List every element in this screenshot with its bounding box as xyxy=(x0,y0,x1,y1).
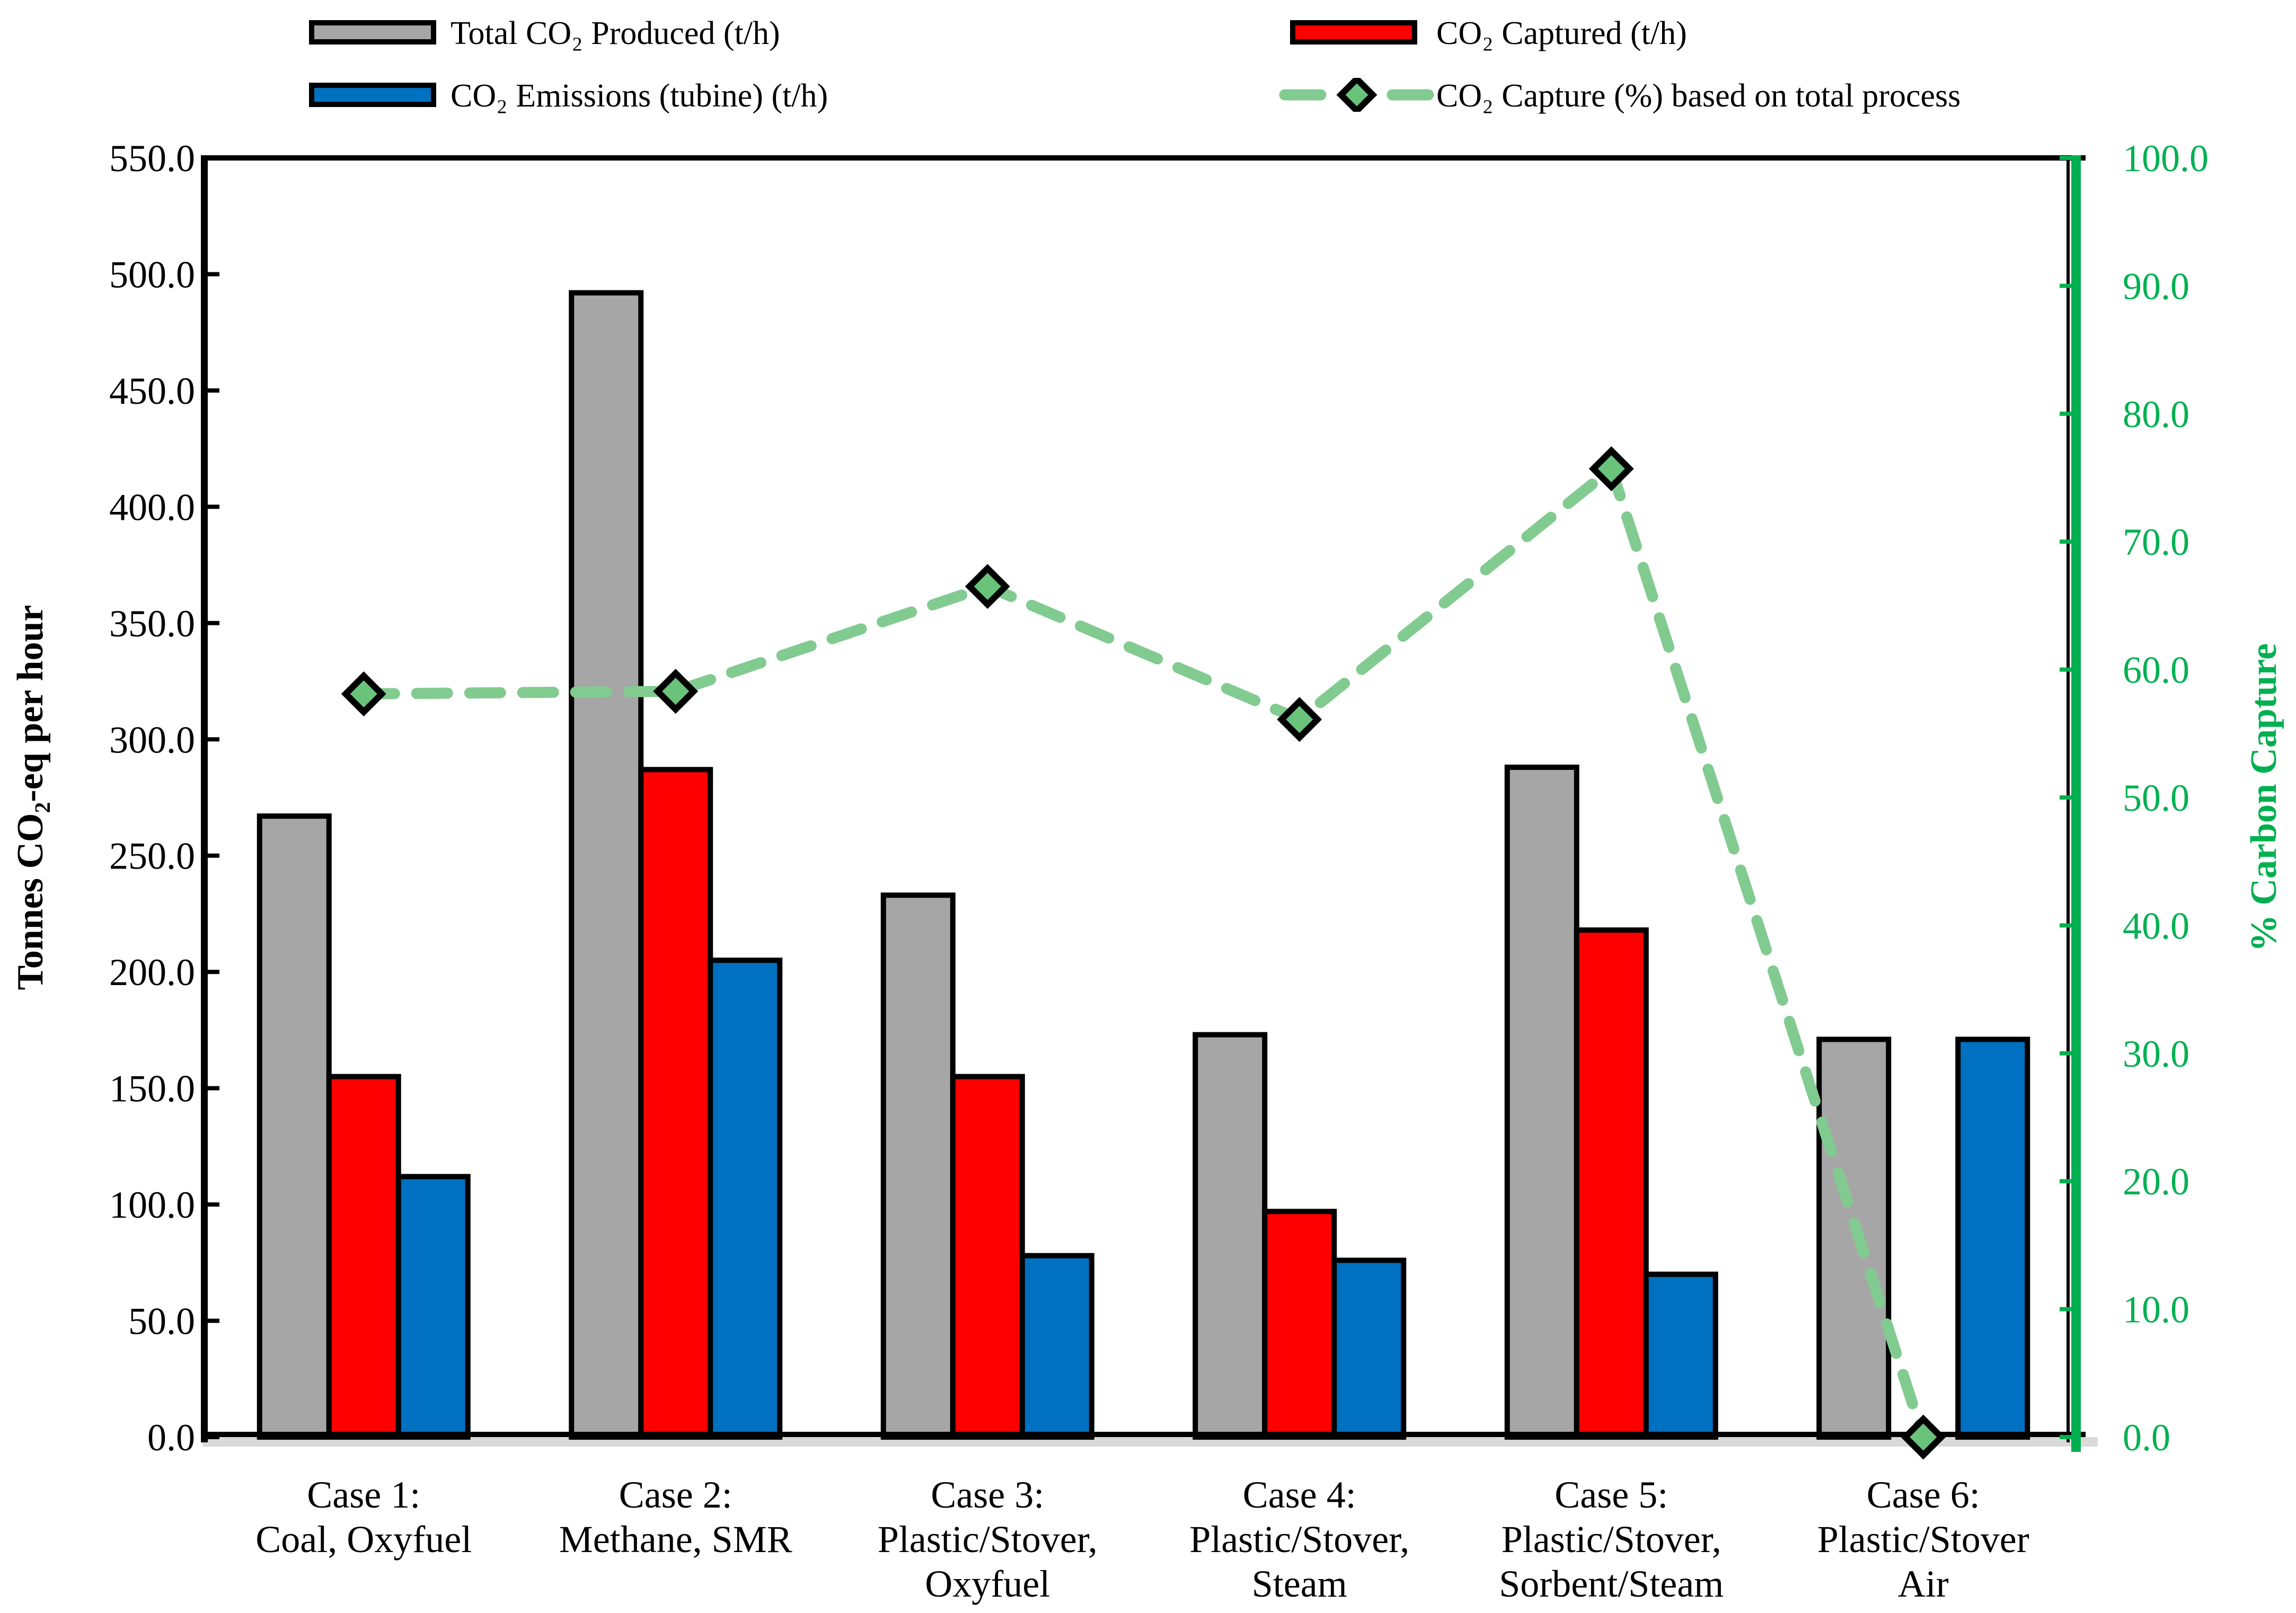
right-axis-tick-label: 80.0 xyxy=(2123,393,2189,436)
capture-percent-line xyxy=(358,459,1929,1443)
right-axis-tick xyxy=(2060,156,2071,160)
right-axis-tick xyxy=(2060,411,2071,416)
right-axis-tick xyxy=(2060,1051,2071,1056)
bar xyxy=(1574,927,1649,1440)
left-axis-tick-label: 300.0 xyxy=(109,719,195,761)
bar xyxy=(880,892,956,1440)
left-axis-tick xyxy=(208,1086,219,1091)
left-axis-tick-label: 200.0 xyxy=(109,951,195,994)
right-axis-tick-label: 20.0 xyxy=(2123,1160,2189,1203)
legend-swatch-emissions xyxy=(309,83,436,107)
x-category-label: Case 6: Plastic/Stover Air xyxy=(1817,1474,2029,1605)
right-axis-tick xyxy=(2060,1435,2071,1439)
right-axis-tick-label: 30.0 xyxy=(2123,1033,2189,1075)
left-axis-tick-label: 250.0 xyxy=(109,835,195,878)
right-axis-tick-label: 40.0 xyxy=(2123,905,2189,947)
right-axis-line xyxy=(2071,155,2081,1452)
right-axis-tick xyxy=(2060,1307,2071,1311)
left-axis-tick xyxy=(208,621,219,625)
bar xyxy=(1193,1032,1268,1440)
left-axis-tick-label: 500.0 xyxy=(109,253,195,296)
legend-label-total: Total CO₂ Produced (t/h) xyxy=(451,15,780,51)
bar xyxy=(1504,764,1579,1440)
capture-percent-marker xyxy=(653,669,699,714)
left-axis-tick xyxy=(208,1435,219,1439)
right-axis-tick-label: 50.0 xyxy=(2123,777,2189,819)
x-axis-shadow xyxy=(202,1437,2098,1447)
left-axis-tick xyxy=(208,1318,219,1323)
left-axis-tick-label: 400.0 xyxy=(109,486,195,528)
legend-swatch-captured xyxy=(1290,20,1417,45)
bottom-axis-line xyxy=(201,1432,2086,1437)
capture-percent-marker xyxy=(341,671,386,716)
x-category-label: Case 2: Methane, SMR xyxy=(559,1474,792,1561)
right-axis-tick xyxy=(2060,1179,2071,1184)
bar xyxy=(257,813,332,1440)
bar xyxy=(708,958,783,1440)
legend-label-capture-pct: CO₂ Capture (%) based on total process xyxy=(1436,78,1961,114)
right-axis-tick-label: 100.0 xyxy=(2123,137,2209,180)
left-axis-tick-label: 0.0 xyxy=(147,1416,195,1459)
left-axis-tick xyxy=(208,1202,219,1207)
left-axis-tick xyxy=(208,970,219,974)
top-axis-line xyxy=(201,155,2086,161)
right-axis-tick xyxy=(2060,283,2071,288)
left-axis-tick-label: 150.0 xyxy=(109,1068,195,1110)
left-axis-tick-label: 350.0 xyxy=(109,602,195,645)
bar xyxy=(1955,1036,2030,1440)
bar xyxy=(326,1074,401,1440)
bar xyxy=(950,1074,1025,1440)
x-category-label: Case 4: Plastic/Stover, Steam xyxy=(1189,1474,1409,1605)
right-axis-tick-label: 70.0 xyxy=(2123,521,2189,563)
left-axis-tick xyxy=(208,504,219,509)
bar xyxy=(1262,1209,1337,1440)
right-axis-tick xyxy=(2060,539,2071,544)
bar xyxy=(1643,1271,1718,1440)
capture-percent-marker xyxy=(965,564,1010,609)
left-axis-tick-label: 50.0 xyxy=(128,1300,195,1343)
legend-label-emissions: CO₂ Emissions (tubine) (t/h) xyxy=(451,78,828,114)
capture-percent-marker xyxy=(1901,1414,1946,1460)
x-category-label: Case 3: Plastic/Stover, Oxyfuel xyxy=(878,1474,1098,1605)
right-axis-tick-label: 60.0 xyxy=(2123,649,2189,692)
legend-swatch-total xyxy=(309,20,436,45)
right-axis-tick xyxy=(2060,923,2071,928)
left-axis-tick-label: 550.0 xyxy=(109,137,195,180)
bar xyxy=(395,1174,471,1440)
legend-label-captured: CO₂ Captured (t/h) xyxy=(1436,15,1687,51)
left-axis-line xyxy=(201,155,208,1442)
x-category-label: Case 1: Coal, Oxyfuel xyxy=(255,1474,472,1561)
left-axis-tick xyxy=(208,853,219,858)
left-axis-tick xyxy=(208,388,219,393)
x-category-label: Case 5: Plastic/Stover, Sorbent/Steam xyxy=(1499,1474,1724,1605)
bar xyxy=(569,290,644,1440)
bar xyxy=(1019,1253,1094,1440)
left-axis-tick-label: 100.0 xyxy=(109,1184,195,1226)
capture-percent-marker xyxy=(1588,446,1634,492)
right-axis-tick xyxy=(2060,667,2071,672)
left-axis-tick-label: 450.0 xyxy=(109,370,195,412)
right-axis-tick xyxy=(2060,795,2071,800)
left-axis-tick xyxy=(208,156,219,160)
capture-percent-marker xyxy=(1277,697,1322,742)
right-axis-tick-label: 0.0 xyxy=(2123,1416,2170,1459)
legend-dashed-line-diamond-icon xyxy=(1279,78,1434,112)
bar xyxy=(638,767,713,1440)
right-axis-tick-label: 90.0 xyxy=(2123,265,2189,307)
right-axis-tick-label: 10.0 xyxy=(2123,1289,2189,1331)
left-axis-tick xyxy=(208,272,219,277)
bar xyxy=(1331,1257,1407,1440)
left-axis-tick xyxy=(208,737,219,742)
